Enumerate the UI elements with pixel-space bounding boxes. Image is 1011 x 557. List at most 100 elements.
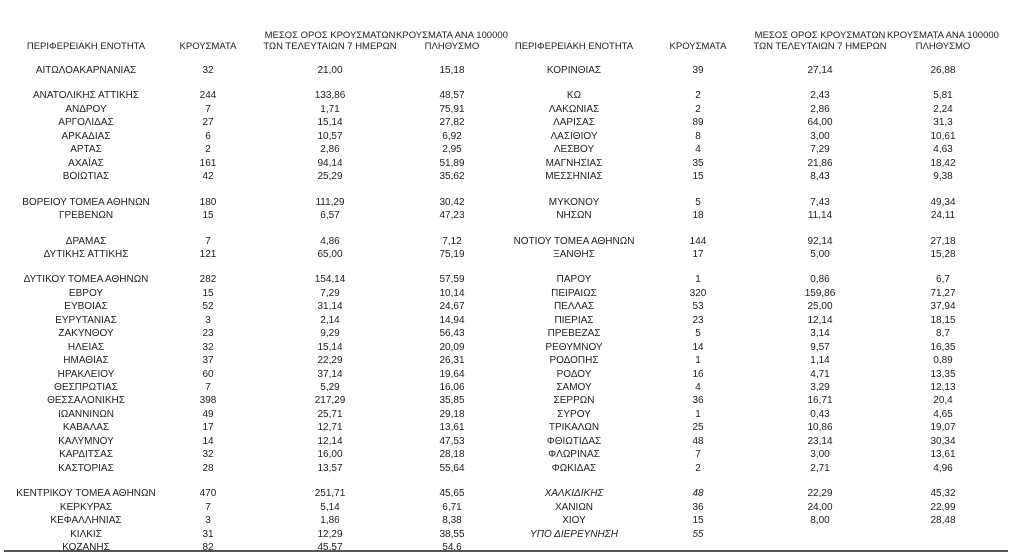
region-name: ΞΑΝΘΗΣ	[553, 248, 595, 260]
seven-day-average: 0,86	[810, 274, 830, 286]
seven-day-average: 11,14	[807, 210, 833, 222]
column-header: ΠΕΡΙΦΕΡΕΙΑΚΗ ΕΝΟΤΗΤΑ	[514, 41, 634, 52]
cases-per-100k: 13,61	[439, 422, 465, 434]
seven-day-average: 1,71	[320, 103, 340, 115]
cases: 36	[692, 395, 704, 407]
cases: 1	[695, 355, 701, 367]
seven-day-average: 1,86	[320, 515, 340, 527]
region-name: ΦΩΚΙΔΑΣ	[551, 462, 597, 474]
cases-per-100k: 9,38	[933, 171, 953, 183]
seven-day-average: 23,14	[807, 435, 833, 447]
cases: 36	[692, 501, 704, 513]
seven-day-average: 12,29	[317, 528, 343, 540]
cases: 48	[692, 488, 704, 500]
region-name: ΚΟΡΙΝΘΙΑΣ	[546, 65, 602, 76]
cases-per-100k: 19,64	[439, 368, 465, 380]
cases: 32	[202, 449, 214, 461]
cases: 25	[692, 422, 704, 434]
region-name: ΗΜΑΘΙΑΣ	[63, 355, 109, 367]
region-name: ΕΥΡΥΤΑΝΙΑΣ	[55, 314, 117, 326]
seven-day-average: 25,71	[317, 408, 343, 420]
cases-per-100k: 4,65	[933, 408, 953, 420]
region-name: ΦΘΙΩΤΙΔΑΣ	[546, 435, 602, 447]
cases: 48	[692, 435, 704, 447]
cases: 7	[205, 382, 211, 393]
cases-per-100k: 35,85	[439, 395, 465, 407]
cases-per-100k: 30,34	[930, 435, 956, 447]
bottom-rule	[4, 550, 1008, 552]
seven-day-average: 133,86	[314, 90, 346, 102]
seven-day-average: 7,29	[320, 287, 340, 299]
seven-day-average: 21,00	[317, 65, 343, 76]
region-name: ΒΟΡΕΙΟΥ ΤΟΜΕΑ ΑΘΗΝΩΝ	[22, 196, 150, 208]
region-name: ΧΙΟΥ	[562, 515, 586, 527]
seven-day-average: 5,29	[320, 382, 340, 393]
cases-per-100k: 12,13	[930, 382, 956, 393]
cases: 53	[692, 301, 704, 313]
region-name: ΡΟΔΟΠΗΣ	[549, 355, 599, 367]
seven-day-average: 2,14	[320, 314, 340, 326]
seven-day-average: 37,14	[317, 368, 343, 380]
cases-per-100k: 75,91	[439, 103, 465, 115]
cases-per-100k: 7,12	[442, 235, 462, 247]
seven-day-average: 10,86	[807, 422, 833, 434]
cases: 4	[695, 382, 701, 393]
cases: 27	[202, 117, 214, 129]
cases-per-100k: 26,31	[439, 355, 465, 367]
region-name: ΗΡΑΚΛΕΙΟΥ	[57, 368, 115, 380]
seven-day-average: 0,43	[810, 408, 830, 420]
region-name: ΛΑΣΙΘΙΟΥ	[550, 130, 598, 142]
cases-per-100k: 10,14	[439, 287, 465, 299]
cases: 15	[692, 171, 704, 183]
cases-per-100k: 5,81	[933, 90, 953, 102]
seven-day-average: 27,14	[807, 65, 833, 76]
seven-day-average: 9,57	[810, 341, 830, 353]
cases-per-100k: 54,6	[442, 541, 462, 553]
region-name: ΠΕΙΡΑΙΩΣ	[551, 287, 597, 299]
region-name: ΚΙΛΚΙΣ	[70, 528, 102, 540]
cases-per-100k: 75,19	[439, 248, 465, 260]
seven-day-average: 15,14	[317, 117, 343, 129]
cases: 28	[202, 462, 214, 474]
cases: 7	[695, 449, 701, 461]
cases: 2	[695, 90, 701, 102]
cases-per-100k: 29,18	[439, 408, 465, 420]
seven-day-average: 2,86	[810, 103, 830, 115]
seven-day-average: 251,71	[314, 488, 346, 500]
cases: 89	[692, 117, 704, 129]
cases: 244	[199, 90, 217, 102]
region-name: ΚΕΝΤΡΙΚΟΥ ΤΟΜΕΑ ΑΘΗΝΩΝ	[16, 488, 156, 500]
cases-per-100k: 49,34	[930, 196, 956, 208]
region-name: ΝΗΣΩΝ	[556, 210, 592, 222]
seven-day-average: 5,00	[810, 248, 830, 260]
region-name: ΜΥΚΟΝΟΥ	[548, 196, 600, 208]
region-name: ΚΑΛΥΜΝΟΥ	[58, 435, 114, 447]
cases-per-100k: 55,64	[439, 462, 465, 474]
cases: 7	[205, 103, 211, 115]
seven-day-average: 4,86	[320, 235, 340, 247]
seven-day-average: 5,14	[320, 501, 340, 513]
cases: 121	[199, 248, 217, 260]
column-header: ΚΡΟΥΣΜΑΤΑ ΑΝΑ 100000 ΠΛΗΘΥΣΜΟ	[396, 30, 508, 52]
cases-per-100k: 2,24	[933, 103, 953, 115]
cases-per-100k: 20,09	[439, 341, 465, 353]
cases-per-100k: 47,53	[439, 435, 465, 447]
cases: 6	[205, 130, 211, 142]
seven-day-average: 22,29	[807, 488, 833, 500]
cases-per-100k: 56,43	[439, 328, 465, 340]
seven-day-average: 2,86	[320, 144, 340, 156]
cases: 1	[695, 408, 701, 420]
region-name: ΚΟΖΑΝΗΣ	[62, 541, 110, 553]
cases-per-100k: 18,15	[930, 314, 956, 326]
seven-day-average: 12,14	[807, 314, 833, 326]
cases-per-100k: 28,48	[930, 515, 956, 527]
cases: 161	[199, 157, 217, 169]
region-name: ΑΝΔΡΟΥ	[65, 103, 107, 115]
region-name: ΕΥΒΟΙΑΣ	[64, 301, 108, 313]
seven-day-average: 111,29	[315, 196, 345, 208]
cases: 23	[692, 314, 704, 326]
cases-per-100k: 15,18	[439, 65, 465, 76]
cases-per-100k: 16,35	[930, 341, 956, 353]
region-name: ΑΝΑΤΟΛΙΚΗΣ ΑΤΤΙΚΗΣ	[32, 90, 140, 102]
